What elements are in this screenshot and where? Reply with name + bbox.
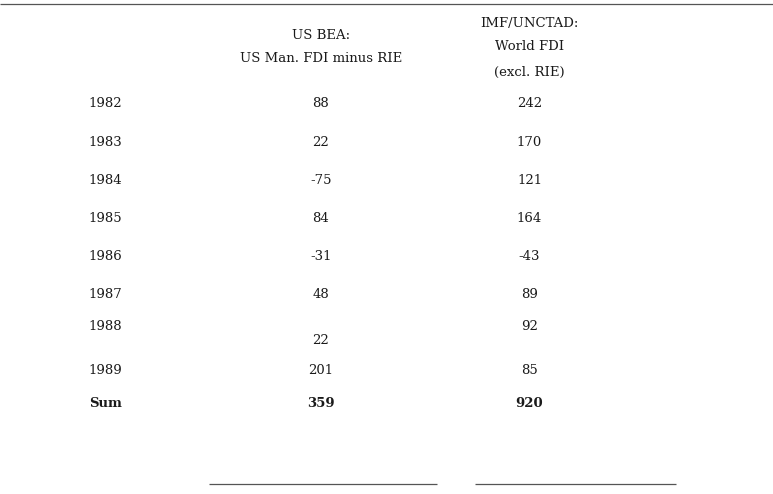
Text: 1986: 1986 [89,249,123,262]
Text: 88: 88 [312,97,329,111]
Text: 1988: 1988 [89,320,122,332]
Text: 85: 85 [521,364,538,376]
Text: 1983: 1983 [89,135,123,149]
Text: 359: 359 [307,397,335,410]
Text: 1985: 1985 [89,211,122,224]
Text: -31: -31 [310,249,332,262]
Text: 242: 242 [517,97,542,111]
Text: 48: 48 [312,288,329,300]
Text: 22: 22 [312,135,329,149]
Text: Sum: Sum [89,397,122,410]
Text: 164: 164 [517,211,542,224]
Text: 1984: 1984 [89,173,122,187]
Text: 92: 92 [521,320,538,332]
Text: 84: 84 [312,211,329,224]
Text: 1987: 1987 [89,288,123,300]
Text: 201: 201 [308,364,333,376]
Text: -75: -75 [310,173,332,187]
Text: 1982: 1982 [89,97,122,111]
Text: 22: 22 [312,333,329,346]
Text: 121: 121 [517,173,542,187]
Text: 1989: 1989 [89,364,123,376]
Text: 89: 89 [521,288,538,300]
Text: 170: 170 [517,135,542,149]
Text: (excl. RIE): (excl. RIE) [494,66,565,79]
Text: IMF/UNCTAD:: IMF/UNCTAD: [480,17,579,31]
Text: World FDI: World FDI [495,41,564,53]
Text: US Man. FDI minus RIE: US Man. FDI minus RIE [240,52,402,66]
Text: US BEA:: US BEA: [291,30,350,42]
Text: 920: 920 [516,397,543,410]
Text: -43: -43 [519,249,540,262]
